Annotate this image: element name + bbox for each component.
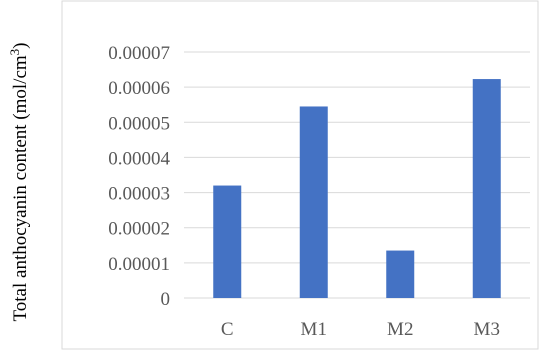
bars	[213, 79, 501, 298]
y-tick-label: 0	[161, 289, 171, 310]
x-category-label: C	[221, 319, 234, 340]
gridlines	[184, 51, 530, 299]
y-tick-label: 0.00006	[108, 78, 170, 99]
x-category-label: M3	[474, 319, 500, 340]
y-tick-label: 0.00003	[108, 184, 170, 205]
y-tick-label: 0.00002	[108, 219, 170, 240]
y-tick-label: 0.00001	[108, 254, 170, 275]
bar-c	[213, 185, 242, 298]
y-axis-title: Total anthocyanin content (mol/cm3)	[7, 42, 31, 321]
bar-m3	[472, 79, 501, 298]
x-axis-categories: C M1 M2 M3	[221, 319, 500, 340]
y-tick-label: 0.00005	[108, 113, 170, 134]
y-tick-label: 0.00007	[108, 43, 170, 64]
y-tick-label: 0.00004	[108, 148, 170, 169]
x-category-label: M1	[301, 319, 327, 340]
x-category-label: M2	[387, 319, 413, 340]
y-axis-ticks: 0 0.00001 0.00002 0.00003 0.00004 0.00005 0.00…	[108, 43, 170, 310]
bar-m1	[299, 106, 328, 298]
bar-m2	[386, 250, 415, 298]
